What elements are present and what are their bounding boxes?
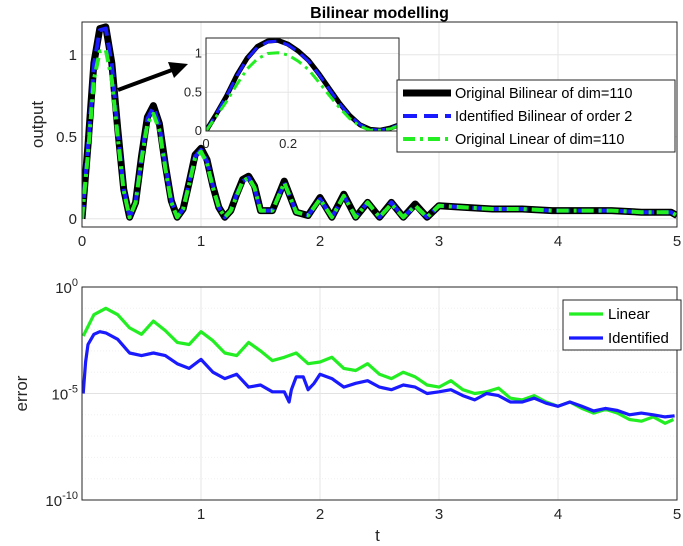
top-axes-frame	[81, 21, 678, 228]
bottom-ytick-label-1: 10-5	[52, 384, 78, 404]
bottom-ytick-label-2: 100	[55, 277, 78, 297]
top-legend-label-2: Original Linear of dim=110	[455, 132, 624, 148]
bottom-ylabel: error	[12, 375, 31, 411]
bottom-axes: 1 2 3 4 5 10-10 10-5 100 error t	[12, 277, 681, 545]
bottom-xtick-label-4: 5	[673, 506, 681, 523]
top-legend-label-0: Original Bilinear of dim=110	[455, 86, 632, 102]
bottom-axes-frame	[81, 286, 678, 501]
top-ytick-label-0: 0	[69, 211, 77, 228]
zoom-arrow-shaft	[117, 68, 173, 92]
top-xtick-label-4: 4	[554, 233, 562, 250]
top-xtick-label-5: 5	[673, 233, 681, 250]
bottom-legend-box	[562, 299, 682, 351]
zoom-arrow-head	[168, 62, 188, 78]
inset-axes: 0 0.2 0 0.5 1	[184, 37, 400, 151]
bottom-xtick-label-2: 3	[435, 506, 443, 523]
top-xtick-label-2: 2	[316, 233, 324, 250]
bottom-xtick-label-1: 2	[316, 506, 324, 523]
inset-series-2	[206, 51, 399, 131]
bottom-legend: Linear Identified	[562, 299, 682, 351]
inset-series-1	[206, 39, 399, 131]
bottom-xlabel: t	[375, 526, 380, 545]
inset-xtick-label-1: 0.2	[279, 136, 297, 151]
top-ylabel: output	[28, 101, 47, 149]
top-xtick-label-1: 1	[197, 233, 205, 250]
inset-ytick-label-0: 0	[195, 123, 202, 138]
top-ytick-label-2: 1	[69, 47, 77, 64]
top-legend: Original Bilinear of dim=110 Identified B…	[396, 79, 676, 153]
bottom-ytick-label-0: 10-10	[45, 490, 78, 510]
inset-xtick-label-0: 0	[202, 136, 209, 151]
top-legend-label-1: Identified Bilinear of order 2	[455, 109, 632, 125]
bottom-xtick-label-3: 4	[554, 506, 562, 523]
bottom-xtick-label-0: 1	[197, 506, 205, 523]
bottom-series-1	[82, 330, 675, 419]
inset-ytick-label-2: 1	[195, 46, 202, 61]
top-xtick-label-3: 3	[435, 233, 443, 250]
inset-ytick-label-1: 0.5	[184, 84, 202, 99]
top-ytick-label-1: 0.5	[56, 129, 77, 146]
bottom-legend-label-1: Identified	[608, 330, 669, 347]
top-title: Bilinear modelling	[310, 5, 449, 22]
bottom-legend-label-0: Linear	[608, 306, 650, 323]
top-xtick-label-0: 0	[78, 233, 86, 250]
top-series-2	[82, 47, 677, 220]
